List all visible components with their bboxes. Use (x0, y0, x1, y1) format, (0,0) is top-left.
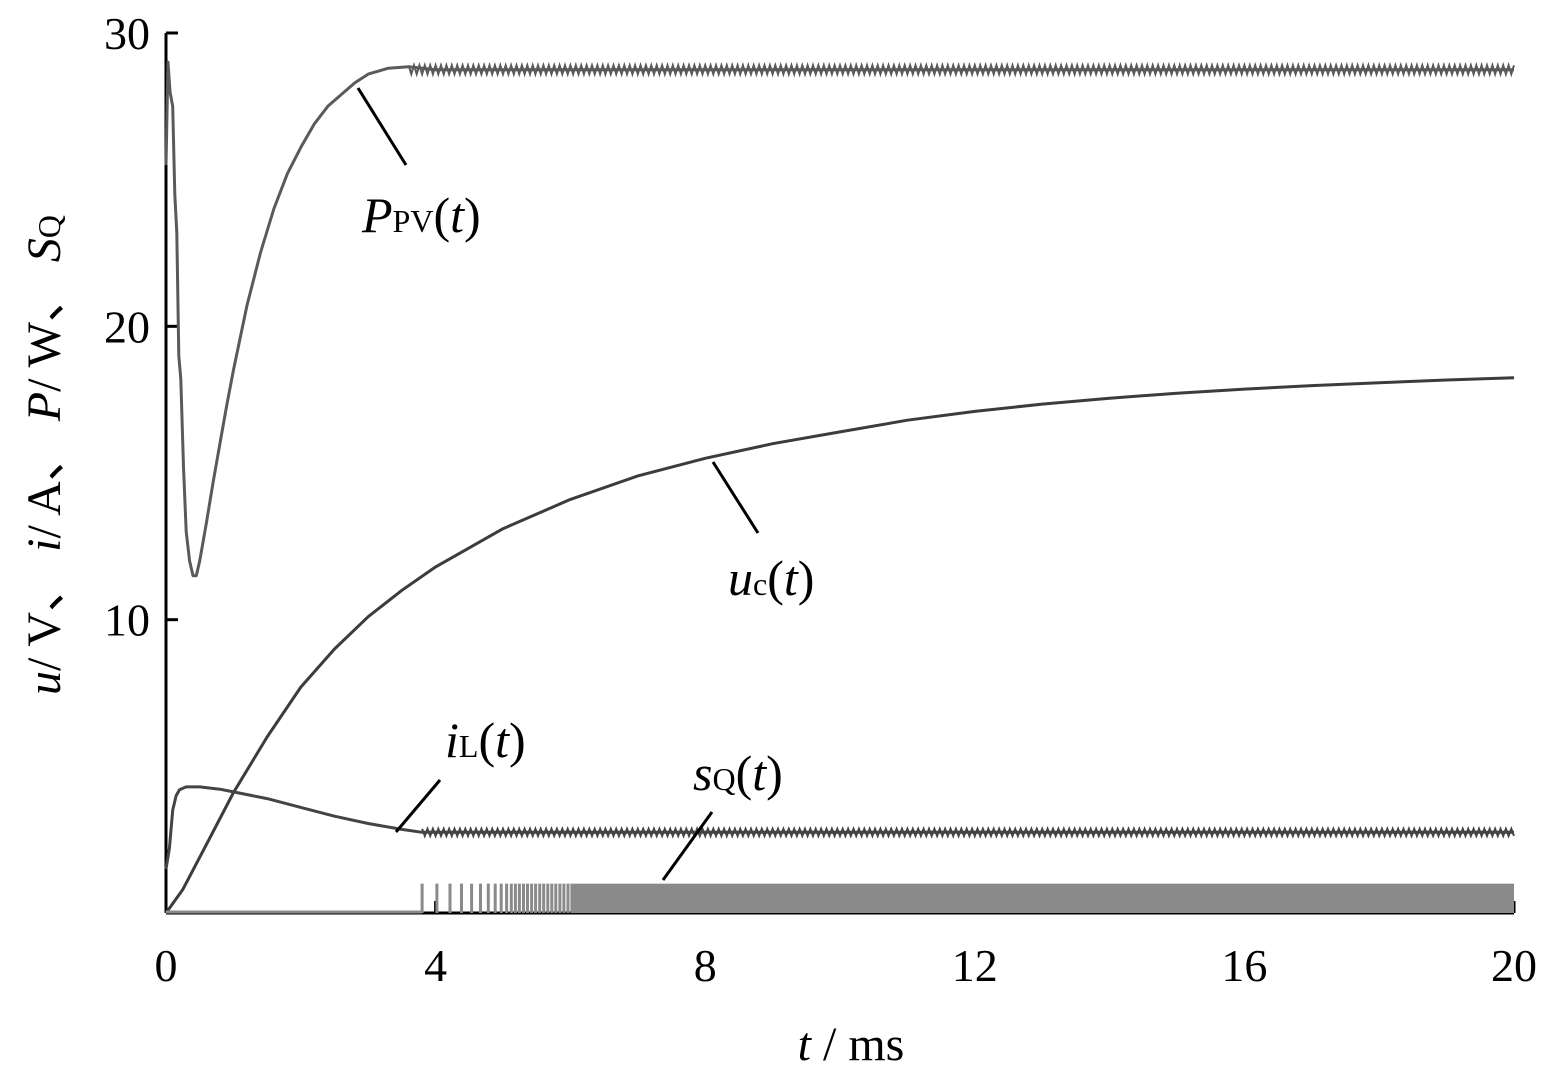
series-sq-pulses (420, 883, 570, 913)
y-tick-label: 20 (104, 301, 150, 352)
annotation-ppv-label: PPV(t) (361, 187, 481, 243)
x-axis-title: t / ms (798, 1018, 905, 1071)
series-sq-dense (570, 883, 1514, 913)
series-il-ripple (421, 825, 1515, 839)
y-tick-label: 30 (104, 8, 150, 59)
series-ppv-ripple (407, 61, 1515, 78)
x-tick-label: 4 (424, 940, 447, 991)
y-axis-title-part: P (18, 392, 71, 422)
annotation-il-leader (394, 779, 442, 833)
y-axis-title: u/ V、 i/ A、 P/ W、 SQ (18, 215, 71, 695)
y-axis-title-part: / W、 (18, 262, 71, 392)
x-axis-title-var: t (798, 1018, 813, 1071)
series-layer (164, 60, 1515, 914)
annotation-ppv-leader (356, 87, 408, 166)
axes (164, 33, 1514, 915)
annotation-uc-leader (711, 461, 760, 534)
annotations: PPV(t)uc(t)iL(t)sQ(t) (356, 87, 814, 881)
annotation-ppv-main: P (361, 187, 393, 243)
x-axis-title-unit: / ms (811, 1018, 904, 1071)
annotation-il-main: i (445, 712, 459, 768)
x-tick-label: 20 (1491, 940, 1537, 991)
annotation-sq-main: s (693, 745, 712, 801)
annotation-uc-paren-close: ) (798, 550, 815, 606)
annotation-il-paren-close: ) (509, 712, 526, 768)
annotation-il-paren-open: ( (478, 712, 495, 768)
annotation-sq-leader (661, 811, 714, 881)
annotation-uc-paren-open: ( (767, 550, 784, 606)
annotation-uc-main: u (728, 550, 753, 606)
y-axis-title-part: / V、 (18, 552, 71, 671)
y-axis-title-part: Q (31, 215, 67, 238)
annotation-sq-paren-open: ( (736, 745, 753, 801)
annotation-ppv-sub: PV (393, 203, 434, 239)
titles: t / msu/ V、 i/ A、 P/ W、 SQ (18, 215, 904, 1071)
y-axis-title-part: S (18, 238, 71, 262)
y-tick-label: 10 (104, 595, 150, 646)
annotation-uc-sub: c (753, 566, 767, 602)
annotation-il-label: iL(t) (445, 712, 526, 768)
ticks: 0 4 8 12 16 20 10 20 30 (104, 8, 1537, 991)
x-tick-label: 16 (1221, 940, 1267, 991)
series-ppv-line (164, 60, 1514, 578)
x-tick-label: 12 (952, 940, 998, 991)
annotation-sq-paren-close: ) (766, 745, 783, 801)
annotation-sq-sub: Q (712, 761, 735, 797)
annotation-il-arg: t (495, 712, 510, 768)
y-axis-title-part: / A、 (18, 421, 71, 538)
annotation-sq-arg: t (752, 745, 767, 801)
x-tick-label: 0 (155, 940, 178, 991)
series-uc-line (164, 376, 1515, 914)
annotation-uc-arg: t (784, 550, 799, 606)
y-axis-title-part: u (18, 671, 71, 695)
annotation-ppv-paren-close: ) (464, 187, 481, 243)
annotation-ppv-arg: t (450, 187, 465, 243)
annotation-ppv-paren-open: ( (433, 187, 450, 243)
y-axis-title-part: i (18, 539, 71, 552)
annotation-uc-label: uc(t) (728, 550, 814, 606)
x-tick-label: 8 (694, 940, 717, 991)
annotation-sq-label: sQ(t) (693, 745, 783, 801)
annotation-il-sub: L (459, 728, 479, 764)
